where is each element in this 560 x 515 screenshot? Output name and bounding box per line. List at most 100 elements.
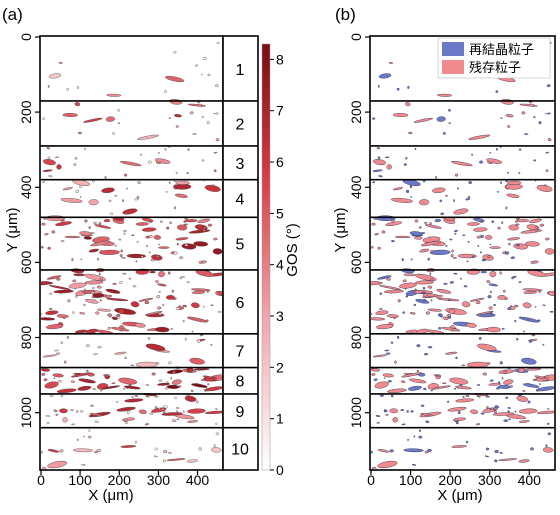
grain-b	[500, 181, 502, 184]
grain-b	[547, 292, 550, 295]
grain-a	[207, 73, 211, 76]
x-tick-label: 200	[108, 472, 132, 488]
grain-b	[378, 175, 383, 178]
grain-b	[486, 406, 489, 409]
grain-a	[213, 444, 216, 448]
grain-a	[95, 293, 105, 297]
grain-a	[82, 234, 84, 237]
grain-a	[122, 272, 127, 275]
grain-a	[128, 384, 132, 386]
grain-a	[146, 244, 149, 247]
grain-b	[542, 343, 545, 346]
grain-a	[171, 289, 175, 293]
grain-b	[376, 324, 394, 330]
region-label-1: 1	[236, 62, 245, 79]
grain-a	[170, 328, 174, 330]
grain-a	[130, 364, 135, 366]
grain-a	[158, 151, 160, 154]
grain-b	[372, 181, 376, 184]
grain-a	[158, 291, 161, 293]
grain-b	[547, 408, 550, 410]
grain-b	[522, 302, 532, 309]
grain-b	[529, 218, 542, 224]
grain-a	[147, 160, 152, 164]
grain-a	[200, 379, 205, 381]
grain-a	[141, 227, 157, 232]
grain-b	[425, 311, 430, 315]
grain-b	[371, 313, 373, 315]
grain-a	[59, 408, 68, 414]
grain-a	[79, 231, 92, 236]
grain-a	[88, 199, 99, 206]
grain-b	[524, 133, 529, 135]
grain-b	[453, 272, 458, 275]
grain-a	[77, 385, 92, 391]
grain-a	[156, 295, 161, 299]
grain-b	[507, 237, 521, 241]
grain-a	[115, 314, 121, 317]
grain-a	[144, 310, 163, 316]
grain-b	[453, 387, 457, 390]
grain-a	[125, 421, 128, 425]
grain-a	[123, 420, 128, 423]
grain-a	[134, 440, 137, 444]
grain-a	[79, 185, 82, 189]
grain-a	[46, 147, 51, 150]
grain-b	[448, 299, 451, 301]
grain-a	[172, 370, 176, 374]
grain-b	[467, 361, 489, 368]
grain-b	[530, 447, 534, 451]
grain-a	[199, 334, 204, 337]
colorbar-tick-label: 6	[276, 154, 284, 170]
grain-b	[465, 322, 477, 328]
grain-a	[135, 222, 149, 226]
grain-a	[182, 319, 185, 323]
y-tick-label: 1000	[18, 397, 34, 428]
grain-b	[523, 330, 525, 333]
grain-b	[411, 463, 417, 466]
grain-b	[545, 151, 550, 154]
grain-a	[134, 395, 139, 397]
grain-b	[486, 280, 491, 283]
grain-b	[413, 303, 417, 306]
panel-b-x-axis-title: X (μm)	[437, 487, 482, 504]
grain-a	[62, 187, 73, 191]
grain-b	[377, 460, 398, 469]
grain-a	[97, 308, 112, 312]
grain-b	[471, 153, 473, 156]
grain-a	[53, 409, 56, 413]
grain-b	[407, 85, 410, 89]
grain-a	[191, 290, 206, 295]
grain-b	[492, 408, 496, 411]
grain-b	[544, 248, 554, 255]
grain-b	[455, 398, 475, 403]
grain-b	[525, 368, 542, 371]
grain-b	[427, 346, 433, 349]
x-tick-label: 0	[37, 472, 45, 488]
grain-b	[500, 117, 503, 119]
grain-a	[62, 113, 78, 117]
grain-a	[140, 255, 144, 258]
grain-b	[383, 409, 387, 413]
grain-b	[479, 160, 484, 164]
grain-a	[74, 102, 81, 107]
grain-b	[430, 278, 434, 282]
grain-a	[70, 268, 85, 274]
grain-b	[385, 413, 389, 416]
colorbar-tick-label: 4	[276, 257, 284, 273]
grain-b	[413, 435, 416, 438]
grain-a	[60, 240, 65, 243]
grain-b	[409, 185, 413, 189]
grain-a	[165, 295, 175, 300]
grain-a	[120, 161, 142, 167]
grain-b	[499, 361, 503, 365]
region-label-5: 5	[236, 237, 245, 254]
grain-a	[56, 314, 69, 318]
grain-b	[377, 246, 381, 250]
grain-b	[401, 380, 406, 383]
grain-a	[186, 281, 190, 283]
gos-colorbar: 0 1 2 3 4 5 6 7 8 GOS (°)	[261, 43, 301, 478]
grain-a	[149, 271, 156, 274]
grain-b	[536, 410, 554, 414]
grain-b	[499, 271, 502, 275]
